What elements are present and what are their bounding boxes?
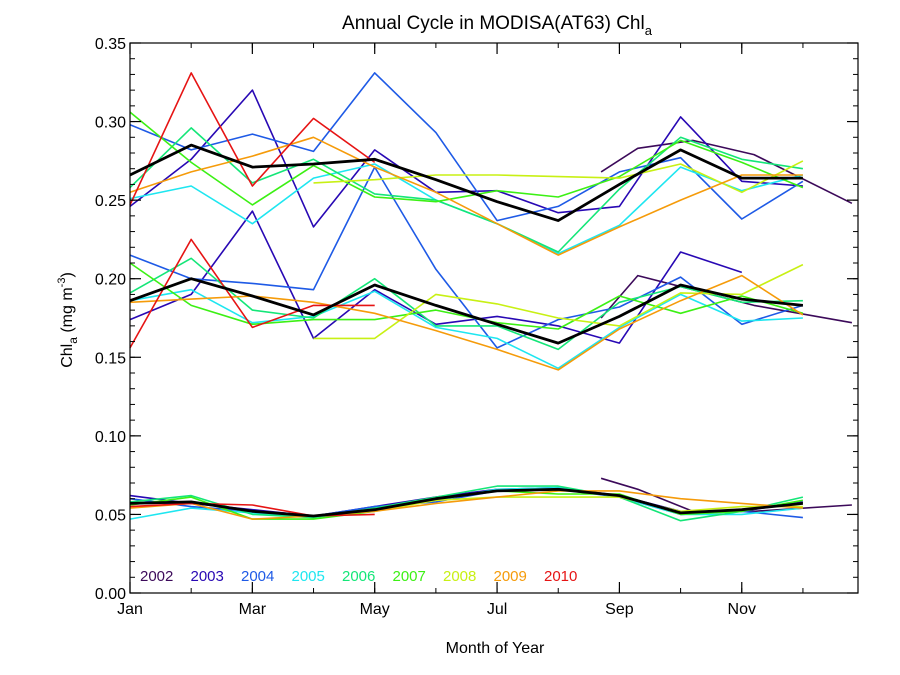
y-tick-label: 0.25 xyxy=(95,193,126,210)
x-tick-label: Jul xyxy=(487,601,507,618)
y-tick-label: 0.15 xyxy=(95,350,126,367)
legend-item-2007: 2007 xyxy=(393,568,426,585)
plot-frame xyxy=(129,42,859,594)
series-2009-line-1 xyxy=(129,136,803,256)
x-tick-label: Nov xyxy=(728,601,756,618)
series-2004-line-2 xyxy=(129,166,804,349)
series-2006-line-1 xyxy=(129,127,804,253)
y-axis-label: Chla (mg m-3) xyxy=(56,272,80,368)
legend-item-2004: 2004 xyxy=(241,568,274,585)
series-mean-line-2 xyxy=(129,277,804,345)
series-2005-line-2 xyxy=(129,288,803,370)
y-tick-label: 0.10 xyxy=(95,429,126,446)
plot-lines xyxy=(129,72,853,522)
legend-item-2003: 2003 xyxy=(191,568,224,585)
series-2010-line-1 xyxy=(129,72,376,206)
series-2002-line-1 xyxy=(600,139,853,205)
y-tick-label: 0.05 xyxy=(95,507,126,524)
series-2008-line-3 xyxy=(313,496,803,517)
chart-title: Annual Cycle in MODISA(AT63) Chla xyxy=(342,13,653,38)
series-2010-line-3 xyxy=(129,502,375,517)
series-mean-line-1 xyxy=(129,143,803,223)
x-axis-label: Month of Year xyxy=(446,640,545,657)
legend-item-2005: 2005 xyxy=(292,568,325,585)
series-mean-line-3 xyxy=(129,487,804,518)
series-2003-line-2 xyxy=(129,210,743,344)
legend-item-2008: 2008 xyxy=(443,568,476,585)
series-2006-line-2 xyxy=(129,257,803,351)
y-tick-label: 0.00 xyxy=(95,586,126,603)
x-tick-label: Mar xyxy=(239,601,267,618)
y-tick-label: 0.30 xyxy=(95,115,126,132)
legend-item-2006: 2006 xyxy=(342,568,375,585)
series-2002-line-3 xyxy=(600,477,852,513)
axes: 0.00 0.05 0.10 0.15 0.20 0.25 0.30 0.35 Jan Mar Ma… xyxy=(95,36,859,618)
series-2007-line-1 xyxy=(129,111,804,206)
series-2009-line-3 xyxy=(129,490,803,520)
x-tick-label: Sep xyxy=(605,601,634,618)
series-2006-line-3 xyxy=(129,485,804,522)
x-tick-label: Jan xyxy=(117,601,143,618)
y-tick-label: 0.35 xyxy=(95,36,126,53)
legend: 2002 2003 2004 2005 2006 2007 2008 2009 2010 xyxy=(140,568,577,585)
y-tick-label: 0.20 xyxy=(95,272,126,289)
series-2009-line-2 xyxy=(129,274,804,371)
legend-item-2010: 2010 xyxy=(544,568,577,585)
x-tick-label: May xyxy=(360,601,390,618)
series-2007-line-2 xyxy=(129,262,804,330)
legend-item-2002: 2002 xyxy=(140,568,173,585)
series-2008-line-2 xyxy=(313,263,804,340)
legend-item-2009: 2009 xyxy=(494,568,527,585)
